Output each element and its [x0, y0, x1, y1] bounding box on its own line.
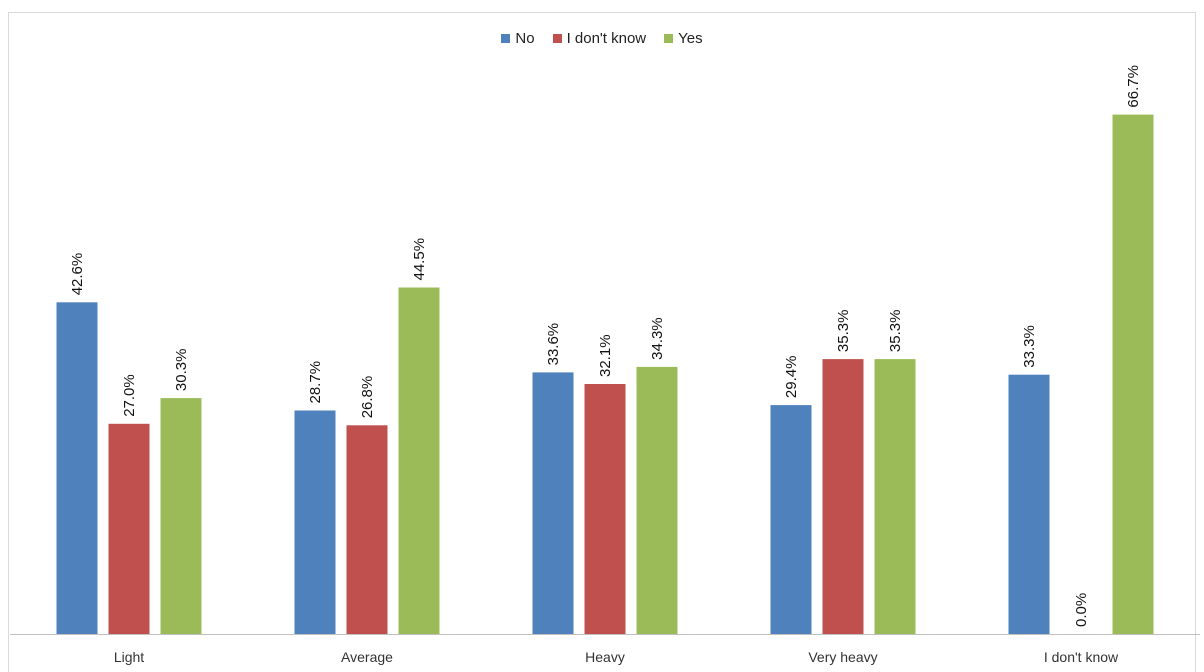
legend-swatch-dont-know	[552, 34, 562, 43]
data-label-4-0: 33.3%	[1021, 325, 1038, 368]
legend-item-yes: Yes	[664, 30, 703, 47]
data-label-2-2: 34.3%	[649, 317, 666, 360]
bar-0-2	[160, 398, 202, 634]
bar-0-1	[108, 423, 150, 634]
chart-frame	[8, 12, 1196, 672]
bar-1-2	[398, 287, 440, 634]
bar-4-0	[1008, 374, 1050, 634]
data-label-4-1: 0.0%	[1073, 593, 1090, 627]
data-label-1-1: 26.8%	[359, 376, 376, 419]
category-label-4: I don't know	[1044, 649, 1119, 665]
legend-item-dont-know: I don't know	[552, 30, 647, 47]
bar-2-2	[636, 366, 678, 634]
bar-3-2	[874, 359, 916, 634]
bar-1-0	[294, 410, 336, 634]
bar-1-1	[346, 425, 388, 634]
data-label-3-0: 29.4%	[783, 356, 800, 399]
data-label-4-2: 66.7%	[1125, 65, 1142, 108]
data-label-3-1: 35.3%	[835, 310, 852, 353]
legend-label-no: No	[515, 30, 535, 47]
category-label-1: Average	[341, 649, 393, 665]
bar-4-2	[1112, 114, 1154, 635]
bar-2-0	[532, 372, 574, 634]
legend-label-dont-know: I don't know	[566, 30, 647, 47]
data-label-1-2: 44.5%	[411, 238, 428, 281]
legend-swatch-no	[501, 34, 511, 43]
legend-swatch-yes	[664, 34, 674, 43]
bar-3-1	[822, 359, 864, 634]
data-label-2-1: 32.1%	[597, 334, 614, 377]
legend-item-no: No	[501, 30, 535, 47]
bar-3-0	[770, 405, 812, 634]
legend-label-yes: Yes	[678, 30, 703, 47]
category-label-0: Light	[114, 649, 144, 665]
bar-2-1	[584, 384, 626, 634]
category-label-3: Very heavy	[808, 649, 877, 665]
chart-legend: No I don't know Yes	[0, 30, 1204, 47]
data-label-0-1: 27.0%	[121, 374, 138, 417]
category-label-2: Heavy	[585, 649, 625, 665]
data-label-1-0: 28.7%	[307, 361, 324, 404]
data-label-0-2: 30.3%	[173, 349, 190, 392]
data-label-3-2: 35.3%	[887, 310, 904, 353]
data-label-2-0: 33.6%	[545, 323, 562, 366]
data-label-0-0: 42.6%	[69, 253, 86, 296]
bar-0-0	[56, 302, 98, 634]
